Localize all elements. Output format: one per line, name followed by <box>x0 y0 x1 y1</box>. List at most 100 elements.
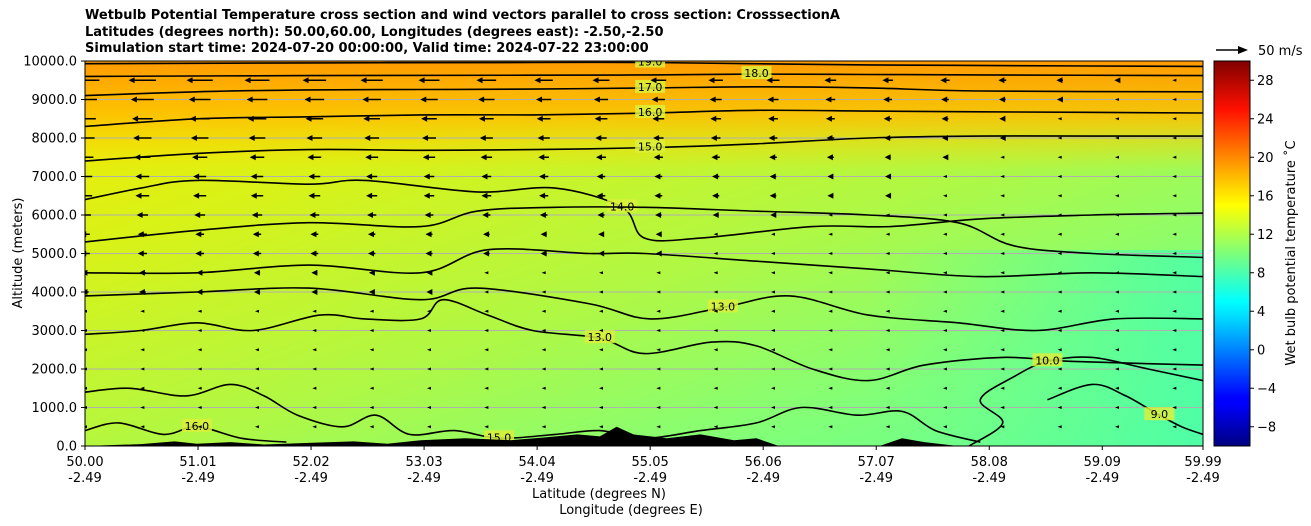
wind-arrow <box>943 406 947 409</box>
wind-arrow <box>539 192 549 199</box>
wind-arrow <box>1000 386 1005 390</box>
x-tick-label-lon: -2.49 <box>68 471 102 486</box>
contour-label-bg <box>635 61 666 68</box>
wind-arrow <box>771 367 775 371</box>
wind-arrow <box>943 348 947 352</box>
wind-arrow <box>885 173 892 180</box>
wind-arrow <box>828 386 833 390</box>
wind-arrow <box>828 425 833 429</box>
wind-arrow <box>312 329 317 332</box>
wind-arrow <box>1000 232 1005 236</box>
wind-arrow <box>828 213 833 217</box>
wind-arrow <box>1115 367 1119 371</box>
wind-arrow <box>713 329 718 332</box>
wind-arrow <box>418 77 440 84</box>
wind-arrow <box>713 232 718 236</box>
wind-arrow <box>885 386 890 390</box>
wind-arrow <box>427 367 431 371</box>
wind-arrow <box>1172 367 1177 371</box>
x-tick-label-lon: -2.49 <box>1085 471 1119 486</box>
wind-arrow <box>195 231 205 238</box>
wind-arrow <box>596 173 606 180</box>
wind-arrow <box>312 425 317 429</box>
wind-arrow <box>942 154 949 161</box>
wind-arrow <box>1172 329 1177 332</box>
contour-line <box>85 109 1203 128</box>
wind-arrow <box>140 386 145 390</box>
contour-label-bg <box>635 139 666 153</box>
wind-arrow <box>826 135 835 141</box>
y-tick-label: 4000.0 <box>32 286 78 301</box>
wind-arrow <box>369 329 374 332</box>
wind-arrow <box>713 271 718 275</box>
colorbar-tick-label: 12 <box>1257 228 1274 243</box>
wind-arrow <box>188 96 211 103</box>
wind-arrow <box>594 115 608 122</box>
wind-arrow <box>1057 213 1062 217</box>
wind-arrow <box>1115 290 1119 294</box>
wind-arrow <box>197 329 202 332</box>
wind-arrow <box>192 154 208 161</box>
wind-arrow <box>656 290 661 294</box>
wind-arrow <box>541 290 546 294</box>
wind-arrow <box>943 232 947 236</box>
wind-arrow <box>1000 213 1005 217</box>
wind-arrow <box>480 154 493 161</box>
wind-arrow <box>885 213 890 217</box>
wind-arrow <box>478 96 495 103</box>
wind-arrow <box>1115 117 1119 121</box>
contour-label-bg <box>584 330 615 344</box>
wind-arrow <box>426 289 433 295</box>
wind-arrow <box>140 406 145 409</box>
x-tick-label-lon: -2.49 <box>633 471 667 486</box>
wind-arrow <box>482 212 491 218</box>
wind-arrow <box>310 250 319 257</box>
wind-arrow <box>1057 329 1062 332</box>
wind-arrow <box>999 96 1006 103</box>
wind-arrow <box>1172 213 1177 217</box>
wind-arrow <box>423 192 435 199</box>
quiver-key-label: 50 m/s <box>1258 44 1303 59</box>
wind-arrow <box>1115 329 1119 332</box>
wind-arrow <box>427 329 431 332</box>
wind-arrow <box>368 269 375 276</box>
y-tick-label: 6000.0 <box>32 209 78 224</box>
wind-arrow <box>421 115 437 122</box>
wind-arrow <box>713 309 718 313</box>
wind-arrow <box>650 77 667 84</box>
wind-arrow <box>369 348 374 352</box>
wind-arrow <box>882 77 893 84</box>
quiver-key: 50 m/s <box>1216 44 1303 59</box>
wind-arrow <box>1057 386 1062 390</box>
wind-arrow <box>826 154 834 161</box>
wind-arrow <box>1115 194 1119 198</box>
terrain <box>85 426 1203 446</box>
title-line: Wetbulb Potential Temperature cross sect… <box>85 8 840 23</box>
colorbar-tick-label: 20 <box>1257 151 1274 166</box>
wind-arrow <box>420 96 438 103</box>
colorbar-label: Wet bulb potential temperature ˚C <box>1283 140 1299 365</box>
wind-arrow <box>481 173 492 180</box>
wind-arrow <box>943 290 947 294</box>
wind-arrow <box>425 250 433 257</box>
wind-arrow <box>541 386 546 390</box>
wind-arrow <box>537 135 550 141</box>
wind-arrow <box>712 192 720 199</box>
wind-arrow <box>771 309 775 313</box>
wind-arrow <box>655 212 662 218</box>
wind-arrow <box>85 195 93 197</box>
wind-arrow <box>1000 155 1005 159</box>
x-tick-label-lat: 55.05 <box>632 455 669 470</box>
wind-arrow <box>1056 96 1063 103</box>
wind-arrow <box>1057 309 1062 313</box>
wind-arrow <box>1172 290 1177 294</box>
contour-label-bg <box>181 418 212 432</box>
colorbar-tick-label: 4 <box>1257 305 1265 320</box>
wind-arrow <box>137 250 147 257</box>
wind-arrow <box>247 115 267 122</box>
wind-arrow <box>1115 348 1119 352</box>
wind-arrow <box>713 252 718 255</box>
wind-arrow <box>1000 309 1005 313</box>
wind-arrow <box>771 232 775 236</box>
x-tick-label-lat: 51.01 <box>179 455 216 470</box>
